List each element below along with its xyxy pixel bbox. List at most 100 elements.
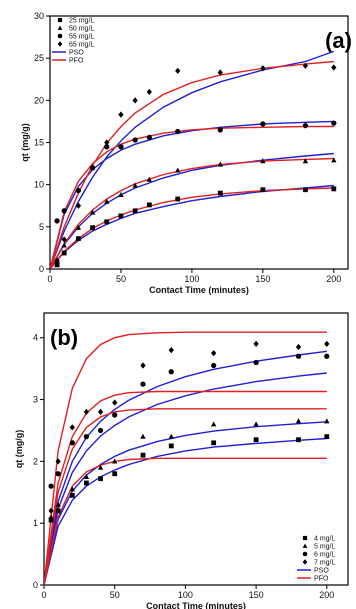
panel-a-25-mg-l-point (303, 187, 308, 193)
panel-a-25-mg-l-point (217, 190, 223, 196)
panel-b-4-mg-l-point (98, 476, 103, 482)
panel-b-pfo-fit-curve (44, 408, 327, 585)
panel-a-plot-frame (49, 15, 349, 270)
panel-b-plot-area (44, 331, 330, 585)
panel-b-5-mg-l-point (83, 473, 90, 479)
panel-a-legend-label: PFO (69, 58, 84, 65)
panel-a-55-mg-l-point (217, 127, 223, 133)
panel-a-25-mg-l-point (260, 187, 266, 193)
panel-a-plot-area (50, 50, 337, 269)
panel-a-y-tick-label: 0 (39, 264, 44, 274)
panel-b-6-mg-l-point (55, 471, 61, 477)
panel-b-x-tick-label: 100 (178, 590, 193, 600)
panel-a-50-mg-l-point (75, 224, 82, 230)
panel-b-5-mg-l-point (253, 421, 259, 427)
panel-b-legend-label: 5 mg/L (314, 544, 336, 551)
panel-b-5-mg-l-point (324, 418, 330, 424)
panel-a-legend-marker (57, 25, 63, 30)
panel-a-55-mg-l-point (61, 208, 67, 214)
panel-a-50-mg-l-point (302, 158, 309, 164)
panel-a-y-tick-label: 5 (39, 222, 44, 232)
panel-a-y-tick-label: 25 (34, 53, 44, 63)
panel-a-panel-label: (a) (325, 28, 352, 53)
panel-a-legend-label: 55 mg/L (69, 34, 94, 41)
panel-a-legend-marker (57, 41, 63, 47)
panel-b-plot-frame (43, 312, 349, 586)
panel-a-25-mg-l-point (331, 186, 337, 192)
panel-b-7-mg-l-point (168, 346, 174, 354)
panel-b-y-tick-label: 0 (33, 580, 38, 590)
panel-a-65-mg-l-point (54, 257, 60, 264)
panel-a-25-mg-l-point (132, 208, 138, 214)
panel-b-x-tick-label: 150 (249, 590, 264, 600)
panel-b-7-mg-l-point (253, 340, 259, 348)
panel-a-65-mg-l-point (89, 164, 96, 171)
panel-a-y-tick-label: 10 (34, 180, 44, 190)
panel-b-4-mg-l-point (211, 440, 217, 446)
panel-a-50-mg-l-point (146, 176, 152, 182)
panel-b-6-mg-l-point (83, 433, 90, 440)
panel-a-x-tick-label: 200 (326, 274, 341, 284)
panel-b-6-mg-l-point (112, 412, 118, 418)
panel-a-x-tick-label: 150 (255, 274, 270, 284)
panel-b-4-mg-l-point (253, 437, 259, 443)
panel-b-y-axis-label: qt (mg/g) (14, 430, 24, 469)
panel-a-65-mg-l-point (104, 139, 110, 146)
panel-a-y-tick-label: 20 (34, 95, 44, 105)
panel-a-65-mg-l-point (302, 62, 309, 69)
panel-b-y-tick-label: 4 (33, 333, 38, 343)
panel-a-x-tick-label: 50 (116, 274, 126, 284)
panel-a-65-mg-l-point (175, 67, 181, 74)
panel-a-pso-fit-curve (50, 120, 334, 269)
panel-b-pfo-fit-curve (44, 457, 327, 585)
panel-a-25-mg-l-point (90, 225, 95, 231)
panel-b-y-tick-label: 2 (33, 456, 38, 466)
panel-a-65-mg-l-point (118, 111, 124, 118)
panel-a-25-mg-l-point (104, 219, 110, 225)
panel-b-7-mg-l-point (55, 458, 61, 465)
panel-b-legend-marker (302, 551, 308, 557)
panel-b-pso-fit-curve (44, 437, 327, 585)
panel-b-legend-label: 7 mg/L (314, 560, 336, 567)
panel-a-25-mg-l-point (61, 250, 67, 256)
panel-a-55-mg-l-point (331, 120, 337, 126)
panel-b-4-mg-l-point (55, 508, 61, 514)
panel-b-5-mg-l-point (211, 421, 217, 427)
panel-b-7-mg-l-point (324, 340, 330, 348)
panel-b-legend-label: PSO (314, 568, 329, 575)
panel-a-50-mg-l-point (132, 182, 138, 188)
panel-b-6-mg-l-point (211, 362, 217, 369)
panel-b-5-mg-l-point (55, 501, 61, 507)
panel-a-25-mg-l-point (118, 213, 124, 219)
panel-a-legend-label: PSO (69, 50, 84, 57)
panel-a-65-mg-l-point (331, 64, 337, 71)
panel-b-6-mg-l-point (168, 369, 174, 375)
panel-a-55-mg-l-point (175, 128, 181, 135)
panel-b-4-mg-l-point (69, 492, 75, 498)
panel-a: 0 50 100 150 200 0 5 10 15 20 25 30 Contact Time (mi… (20, 11, 352, 295)
panel-b: 0 50 100 150 200 0 1 2 3 4 Contact Time (minutes) q… (14, 312, 349, 609)
panel-a-55-mg-l-point (132, 137, 138, 143)
panel-b-6-mg-l-point (324, 353, 330, 359)
panel-a-65-mg-l-point (61, 236, 67, 243)
panel-b-5-mg-l-point (97, 464, 104, 470)
panel-b-y-tick-label: 1 (33, 518, 38, 528)
panel-a-50-mg-l-point (260, 158, 266, 164)
panel-a-25-mg-l-point (75, 236, 81, 242)
panel-b-legend-label: 4 mg/L (314, 536, 336, 543)
panel-b-x-axis-label: Contact Time (minutes) (146, 601, 246, 609)
panel-b-5-mg-l-point (140, 433, 146, 439)
panel-b-4-mg-l-point (112, 471, 118, 477)
panel-b-6-mg-l-point (48, 483, 54, 489)
panel-b-5-mg-l-point (295, 418, 302, 424)
panel-b-pso-fit-curve (44, 372, 327, 585)
panel-b-5-mg-l-point (168, 433, 174, 439)
panel-b-x-tick-label: 0 (41, 590, 46, 600)
panel-a-65-mg-l-point (217, 69, 223, 76)
panel-b-4-mg-l-point (140, 452, 146, 458)
panel-a-y-tick-label: 30 (34, 11, 44, 21)
panel-b-pfo-fit-curve (44, 331, 327, 585)
